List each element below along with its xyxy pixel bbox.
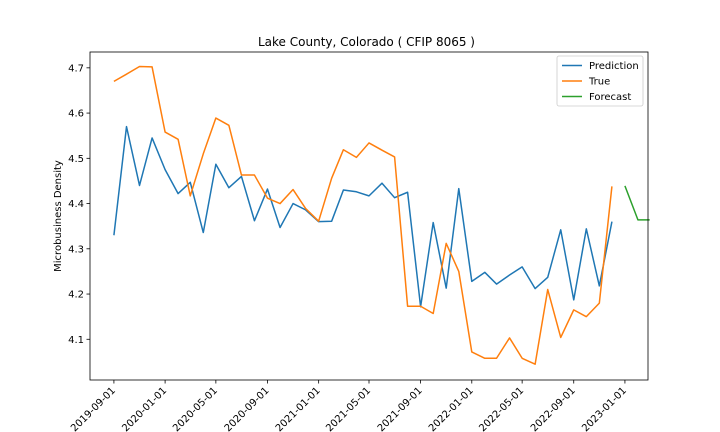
- chart-title: Lake County, Colorado ( CFIP 8065 ): [258, 35, 475, 49]
- y-tick-label: 4.2: [68, 290, 84, 301]
- legend: Prediction True Forecast: [556, 55, 644, 107]
- legend-label-true: True: [588, 77, 610, 88]
- y-tick-label: 4.3: [68, 244, 84, 255]
- y-tick-label: 4.7: [68, 63, 84, 74]
- y-tick-label: 4.6: [68, 109, 84, 120]
- y-tick-label: 4.4: [68, 199, 84, 210]
- y-axis-label: Microbusiness Density: [53, 160, 64, 272]
- legend-label-forecast: Forecast: [589, 92, 631, 103]
- legend-box: [556, 55, 644, 107]
- legend-label-prediction: Prediction: [589, 61, 639, 72]
- series-line-forecast: [624, 185, 650, 221]
- series-line-prediction: [113, 125, 613, 308]
- y-tick-label: 4.5: [68, 154, 84, 165]
- y-tick-label: 4.1: [68, 335, 84, 346]
- series-line-true: [113, 65, 613, 365]
